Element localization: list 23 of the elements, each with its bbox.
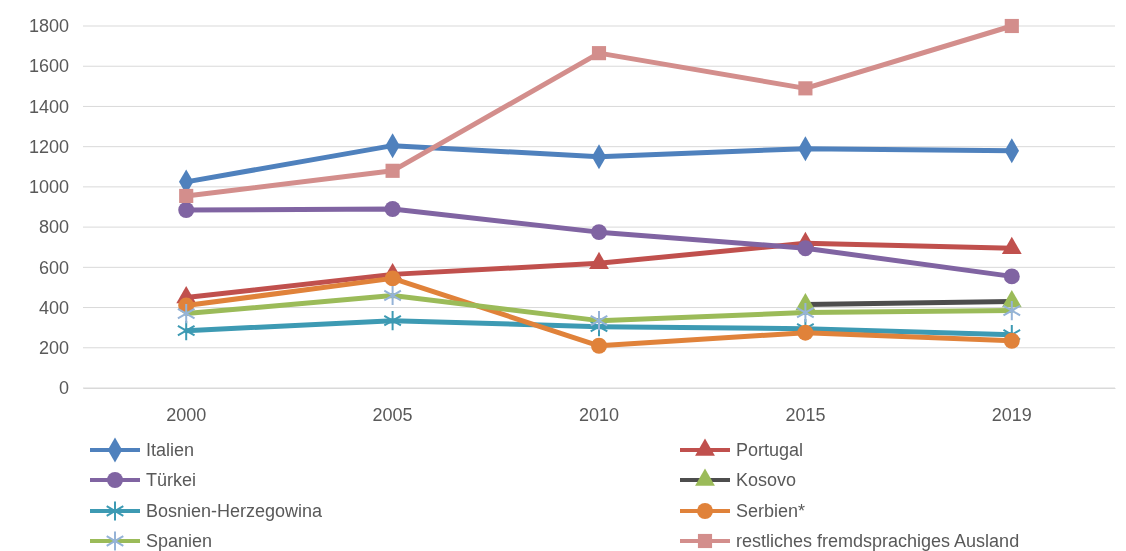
y-tick-label: 1000 <box>28 177 69 198</box>
y-tick-label: 600 <box>38 257 69 278</box>
x-tick-label: 2000 <box>166 404 207 425</box>
legend-label: restliches fremdsprachiges Ausland <box>736 531 1020 551</box>
legend-label: Italien <box>146 440 195 460</box>
x-tick-label: 2015 <box>785 404 826 425</box>
legend-label: Bosnien-Herzegowina <box>146 501 324 521</box>
x-tick-label: 2019 <box>991 404 1032 425</box>
x-tick-label: 2010 <box>578 404 620 425</box>
y-tick-label: 1400 <box>28 96 69 117</box>
y-tick-label: 200 <box>38 338 69 359</box>
y-tick-label: 400 <box>38 297 69 318</box>
y-tick-label: 1600 <box>28 56 69 77</box>
legend-label: Spanien <box>146 531 213 551</box>
y-tick-label: 0 <box>58 378 69 399</box>
y-tick-label: 1800 <box>28 16 69 37</box>
legend-label: Portugal <box>736 440 804 460</box>
legend-label: Kosovo <box>736 470 797 490</box>
x-tick-label: 2005 <box>372 404 413 425</box>
legend-label: Serbien* <box>736 501 806 521</box>
y-tick-label: 800 <box>38 217 69 238</box>
legend-label: Türkei <box>146 470 197 490</box>
y-tick-label: 1200 <box>28 136 69 157</box>
